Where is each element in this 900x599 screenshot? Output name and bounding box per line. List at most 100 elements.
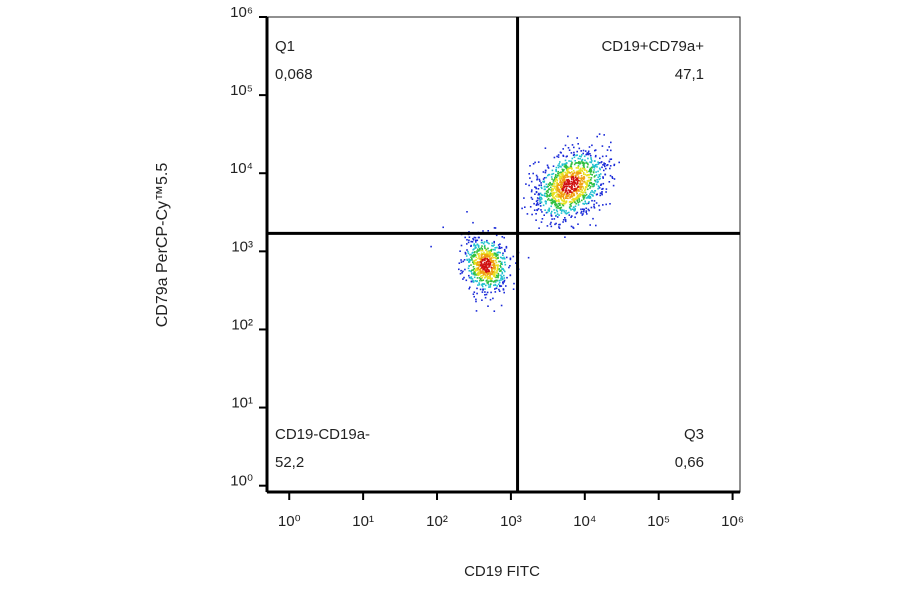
event-dot (545, 211, 548, 214)
event-dot (474, 263, 476, 265)
event-dot (566, 176, 569, 178)
event-dot (472, 237, 474, 240)
event-dot (542, 204, 545, 207)
event-dot (508, 266, 510, 269)
event-dot (489, 286, 492, 288)
event-dot (481, 274, 483, 277)
event-dot (585, 186, 588, 188)
event-dot (491, 277, 493, 280)
event-dot (481, 241, 484, 244)
event-dot (586, 213, 588, 215)
event-dot (482, 288, 484, 290)
event-dot (559, 171, 561, 174)
event-dot (602, 176, 604, 178)
event-dot (558, 184, 560, 186)
event-dot (609, 203, 611, 205)
event-dot (571, 186, 573, 188)
event-dot (496, 285, 498, 287)
event-dot (512, 288, 515, 290)
event-dot (601, 191, 603, 193)
event-dot (558, 193, 560, 196)
event-dot (553, 187, 556, 189)
event-dot (554, 223, 556, 226)
event-dot (535, 191, 538, 194)
event-dot (506, 276, 508, 279)
event-dot (474, 236, 477, 239)
event-dot (478, 254, 480, 257)
event-dot (480, 249, 482, 252)
event-dot (463, 276, 465, 279)
event-dot (549, 193, 551, 196)
event-dot (549, 186, 552, 189)
event-dot (486, 241, 489, 244)
event-dot (472, 239, 475, 241)
event-dot (582, 198, 585, 200)
event-dot (581, 170, 584, 172)
event-dot (481, 253, 484, 256)
event-dot (529, 177, 531, 179)
event-dot (601, 145, 604, 147)
event-dot (501, 277, 504, 280)
event-dot (500, 304, 503, 307)
event-dot (570, 163, 572, 166)
event-dot (589, 167, 592, 170)
quadrant-name: Q1 (275, 38, 295, 55)
event-dot (599, 157, 601, 160)
event-dot (561, 184, 563, 186)
event-dot (542, 171, 545, 173)
event-dot (546, 195, 548, 197)
event-dot (496, 254, 498, 256)
event-dot (496, 246, 498, 249)
event-dot (458, 262, 461, 264)
event-dot (600, 161, 602, 164)
event-dot (599, 175, 601, 178)
event-dot (466, 243, 468, 245)
event-dot (577, 201, 579, 204)
event-dot (544, 188, 546, 190)
event-dot (472, 279, 474, 282)
event-dot (583, 168, 585, 170)
event-dot (487, 247, 489, 250)
event-dot (467, 252, 470, 255)
event-dot (575, 212, 578, 215)
event-dot (481, 249, 484, 252)
event-dot (472, 281, 475, 283)
event-dot (477, 274, 480, 276)
event-dot (555, 187, 558, 190)
event-dot (503, 236, 505, 239)
event-dot (561, 199, 563, 201)
event-dot (562, 200, 565, 203)
event-dot (585, 210, 588, 212)
event-dot (486, 250, 488, 253)
event-dot (567, 171, 570, 173)
event-dot (459, 272, 462, 275)
x-tick-label: 10³ (500, 513, 522, 530)
event-dot (572, 178, 575, 181)
event-dot (474, 244, 477, 247)
event-dot (572, 180, 575, 183)
event-dot (493, 252, 496, 254)
event-dot (535, 186, 537, 189)
event-dot (571, 172, 574, 175)
event-dot (575, 177, 578, 180)
event-dot (471, 280, 473, 283)
event-dot (499, 260, 501, 263)
event-dot (563, 199, 566, 201)
event-dot (557, 170, 559, 173)
event-dot (487, 305, 489, 307)
event-dot (481, 277, 484, 279)
event-dot (505, 247, 508, 249)
event-dot (566, 212, 569, 214)
event-dot (555, 206, 558, 209)
y-tick-label: 10² (231, 316, 253, 333)
event-dot (608, 146, 610, 148)
event-dot (486, 239, 488, 242)
event-dot (561, 168, 564, 171)
event-dot (496, 257, 499, 259)
event-dot (476, 263, 478, 265)
event-dot (473, 236, 476, 239)
event-dot (499, 256, 502, 259)
event-dot (574, 197, 576, 200)
event-dot (498, 279, 501, 282)
event-dot (556, 196, 558, 198)
